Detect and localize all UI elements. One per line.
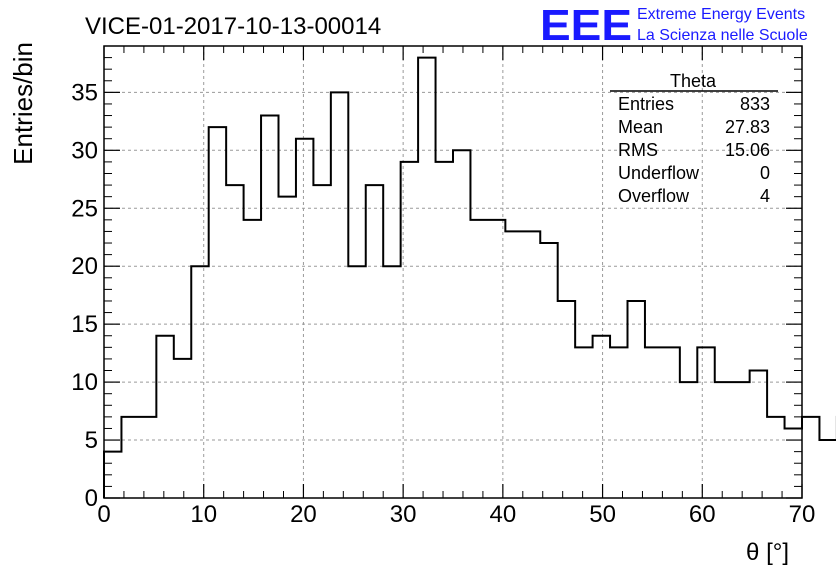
histogram-bin [418, 58, 435, 498]
y-tick-label: 15 [71, 311, 98, 338]
histogram-bin [628, 301, 645, 498]
x-tick-label: 40 [490, 501, 517, 528]
histogram-bin [313, 185, 330, 498]
histogram-bin [540, 243, 557, 498]
y-tick-label: 0 [85, 485, 98, 512]
y-tick-label: 10 [71, 369, 98, 396]
y-tick-label: 20 [71, 253, 98, 280]
histogram-bin [662, 347, 679, 498]
x-axis-label: θ [°] [746, 539, 789, 566]
histogram-bin [244, 220, 261, 498]
histogram-bin [610, 347, 627, 498]
axis-ticks [103, 46, 803, 499]
stats-row-value: 0 [760, 163, 770, 183]
histogram-bin [732, 382, 749, 498]
stats-row-label: Overflow [618, 186, 690, 206]
histogram-bin [348, 266, 365, 498]
stats-row-label: RMS [618, 140, 658, 160]
stats-row-label: Underflow [618, 163, 700, 183]
x-tick-label: 10 [190, 501, 217, 528]
histogram-bin [191, 266, 208, 498]
histogram-bin [715, 382, 732, 498]
histogram-bin [331, 92, 348, 498]
y-tick-label: 5 [85, 427, 98, 454]
histogram-bin [697, 347, 714, 498]
histogram-bin [139, 417, 156, 498]
histogram-bin [279, 197, 296, 498]
histogram-outline [103, 56, 836, 498]
histogram-bin [453, 150, 470, 498]
chart-title: VICE-01-2017-10-13-00014 [85, 13, 381, 40]
plot-frame [103, 45, 803, 499]
eee-logo-line1: Extreme Energy Events [637, 6, 805, 23]
stats-rows: Entries 833 Mean 27.83 RMS 15.06 Underflow 0 Ove… [618, 94, 770, 206]
histogram-bin [383, 266, 400, 498]
y-tick-label: 35 [71, 79, 98, 106]
histogram-bin [174, 359, 191, 498]
stats-row-value: 4 [760, 186, 770, 206]
x-tick-label: 20 [290, 501, 317, 528]
eee-logo-line2: La Scienza nelle Scuole [637, 27, 808, 44]
histogram-bin [156, 336, 173, 498]
histogram-bin [488, 220, 505, 498]
x-tick-label: 60 [689, 501, 716, 528]
grid-lines [104, 46, 802, 498]
stats-row-label: Entries [618, 94, 674, 114]
histogram-bin [593, 336, 610, 498]
y-axis-label: Entries/bin [8, 42, 38, 165]
x-tick-label: 30 [390, 501, 417, 528]
histogram-bin [558, 301, 575, 498]
histogram-bin [767, 417, 784, 498]
x-tick-label: 50 [589, 501, 616, 528]
histogram-bin [575, 347, 592, 498]
stats-row-label: Mean [618, 117, 663, 137]
stats-row-value: 833 [740, 94, 770, 114]
stats-title: Theta [670, 71, 717, 91]
x-tick-label: 0 [97, 501, 110, 528]
stats-box: Theta Entries 833 Mean 27.83 RMS 15.06 Underfl… [610, 71, 778, 206]
histogram-bin [209, 127, 226, 498]
eee-logo: EEE Extreme Energy Events La Scienza nel… [540, 1, 808, 50]
histogram-bin [121, 417, 138, 498]
histogram-bin [505, 231, 522, 498]
eee-logo-mark: EEE [540, 1, 632, 50]
histogram-bin [819, 440, 836, 498]
stats-row-value: 27.83 [725, 117, 770, 137]
histogram-bin [680, 382, 697, 498]
stats-row-value: 15.06 [725, 140, 770, 160]
x-tick-label: 70 [789, 501, 816, 528]
y-tick-label: 30 [71, 137, 98, 164]
histogram-bin [296, 139, 313, 498]
histogram-bin [750, 371, 767, 498]
histogram-bin [261, 116, 278, 498]
histogram-bin [436, 162, 453, 498]
y-tick-label: 25 [71, 195, 98, 222]
histogram-bin [523, 231, 540, 498]
histogram-bin [645, 347, 662, 498]
histogram-bin [366, 185, 383, 498]
histogram-bin [802, 417, 819, 498]
histogram-bin [470, 220, 487, 498]
histogram-bin [401, 162, 418, 498]
histogram-bin [226, 185, 243, 498]
